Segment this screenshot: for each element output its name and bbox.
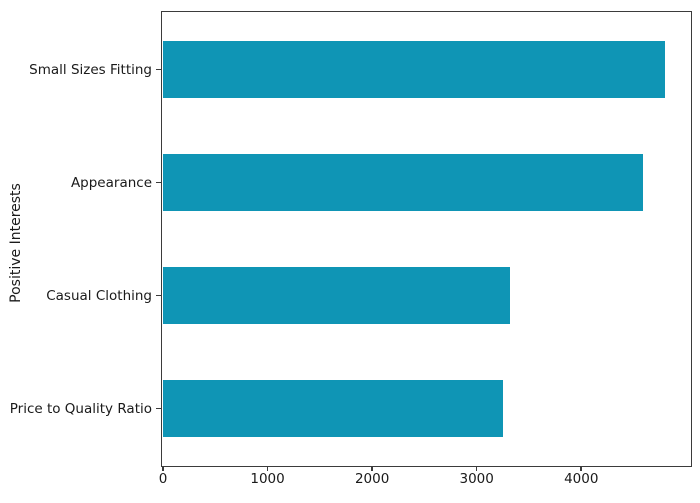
x-tick-mark	[371, 466, 373, 471]
y-tick-mark	[156, 294, 162, 297]
category-label: Price to Quality Ratio	[9, 400, 152, 417]
y-tick-mark	[156, 407, 162, 410]
x-tick-label: 1000	[250, 471, 285, 487]
bar-small-sizes-fitting	[163, 41, 665, 98]
x-tick-label: 0	[158, 471, 168, 487]
category-label: Small Sizes Fitting	[29, 61, 152, 78]
y-tick-mark	[156, 68, 162, 71]
x-tick-label: 3000	[459, 471, 494, 487]
category-label: Casual Clothing	[46, 287, 152, 304]
bar-price-to-quality-ratio	[163, 380, 503, 437]
x-tick-label: 4000	[564, 471, 599, 487]
x-tick-mark	[580, 466, 583, 471]
x-tick-mark	[266, 466, 269, 471]
category-label: Appearance	[70, 174, 152, 191]
x-tick-mark	[475, 466, 478, 471]
y-tick-mark	[156, 181, 162, 184]
plot-area	[163, 13, 690, 465]
x-tick-mark	[162, 466, 164, 471]
bar-casual-clothing	[163, 267, 511, 324]
x-tick-label: 2000	[354, 471, 390, 487]
bar-appearance	[163, 154, 643, 211]
